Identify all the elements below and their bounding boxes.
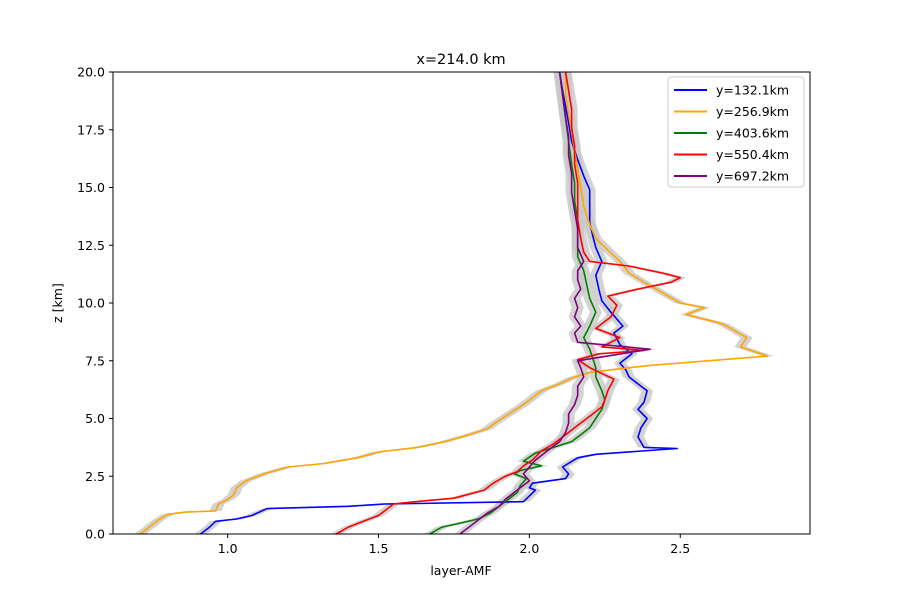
y-tick-label: 5.0 — [85, 411, 105, 426]
legend-label-5: y=697.2km — [716, 169, 789, 184]
x-tick-label: 2.0 — [519, 541, 539, 556]
x-axis-label: layer-AMF — [430, 563, 491, 578]
y-tick-label: 17.5 — [77, 122, 105, 137]
y-tick-label: 7.5 — [85, 353, 105, 368]
y-tick-label: 2.5 — [85, 469, 105, 484]
series-line-4 — [335, 71, 682, 535]
y-tick-label: 20.0 — [77, 65, 105, 80]
legend-label-1: y=132.1km — [716, 83, 789, 98]
y-axis-label: z [km] — [50, 283, 65, 323]
chart-title: x=214.0 km — [416, 52, 505, 68]
uncertainty-band-5 — [454, 72, 657, 534]
legend: y=132.1km y=256.9km y=403.6km y=550.4km y=69… — [667, 76, 805, 188]
x-axis-ticks: 1.0 1.5 2.0 2.5 — [218, 534, 690, 556]
series-line-5 — [459, 71, 651, 535]
series-lines — [139, 71, 769, 535]
legend-label-3: y=403.6km — [716, 126, 789, 141]
x-tick-label: 2.5 — [670, 541, 690, 556]
y-tick-label: 15.0 — [77, 180, 105, 195]
legend-box — [667, 76, 805, 188]
series-line-2 — [139, 72, 769, 535]
y-tick-label: 10.0 — [77, 296, 105, 311]
series-line-1 — [200, 71, 679, 535]
y-axis-ticks: 0.0 2.5 5.0 7.5 10.0 12.5 15.0 17.5 20.0 — [77, 65, 113, 542]
y-tick-label: 0.0 — [85, 527, 105, 542]
x-tick-label: 1.5 — [369, 541, 389, 556]
x-tick-label: 1.0 — [218, 541, 238, 556]
legend-label-4: y=550.4km — [716, 147, 789, 162]
y-tick-label: 12.5 — [77, 238, 105, 253]
legend-label-2: y=256.9km — [716, 104, 789, 119]
